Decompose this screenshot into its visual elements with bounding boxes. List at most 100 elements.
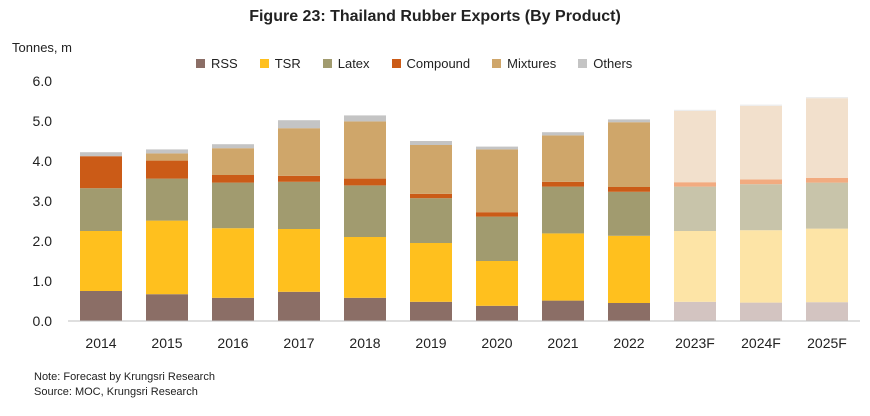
bar-segment-mixtures-2024f — [740, 105, 782, 180]
chart-title: Figure 23: Thailand Rubber Exports (By P… — [249, 8, 621, 25]
x-tick-label: 2017 — [283, 335, 314, 351]
bar-segment-tsr-2022 — [608, 235, 650, 303]
bar-segment-tsr-2024f — [740, 230, 782, 303]
legend-label-others: Others — [593, 56, 633, 71]
bar-segment-latex-2019 — [410, 198, 452, 243]
bar-segment-latex-2023f — [674, 186, 716, 231]
bar-segment-latex-2014 — [80, 188, 122, 231]
x-tick-label: 2021 — [547, 335, 578, 351]
y-tick-label: 5.0 — [33, 113, 53, 129]
x-tick-label: 2014 — [85, 335, 116, 351]
bar-segment-others-2018 — [344, 115, 386, 122]
legend-label-rss: RSS — [211, 56, 238, 71]
chart-notes: Note: Forecast by Krungsri Research Sour… — [34, 370, 215, 400]
bar-segment-compound-2015 — [146, 160, 188, 179]
bar-segment-mixtures-2016 — [212, 148, 254, 175]
x-tick-label: 2015 — [151, 335, 182, 351]
bar-segment-rss-2020 — [476, 305, 518, 321]
bar-segment-mixtures-2017 — [278, 128, 320, 176]
bar-segment-compound-2016 — [212, 175, 254, 183]
bar-segment-mixtures-2022 — [608, 122, 650, 187]
bar-segment-rss-2016 — [212, 297, 254, 321]
bar-segment-mixtures-2020 — [476, 149, 518, 213]
x-tick-label: 2025F — [807, 335, 847, 351]
bar-segment-compound-2024f — [740, 179, 782, 185]
bar-segment-others-2014 — [80, 152, 122, 157]
bar-segment-rss-2025f — [806, 302, 848, 321]
x-tick-label: 2024F — [741, 335, 781, 351]
bar-segment-compound-2020 — [476, 212, 518, 217]
x-tick-label: 2022 — [613, 335, 644, 351]
legend-swatch-rss — [196, 59, 205, 68]
legend-label-compound: Compound — [406, 56, 471, 71]
bar-segment-compound-2018 — [344, 178, 386, 186]
bar-segment-tsr-2023f — [674, 231, 716, 302]
bar-segment-latex-2018 — [344, 185, 386, 237]
bar-segment-latex-2015 — [146, 178, 188, 221]
legend-swatch-compound — [391, 59, 401, 68]
bar-segment-compound-2021 — [542, 181, 584, 187]
legend-item-compound: Compound — [391, 56, 471, 71]
bar-segment-rss-2014 — [80, 291, 122, 321]
bar-segment-others-2022 — [608, 119, 650, 123]
bar-segment-others-2024f — [740, 104, 782, 106]
y-tick-label: 0.0 — [33, 313, 53, 329]
bar-segment-others-2025f — [806, 97, 848, 99]
bar-segment-tsr-2021 — [542, 233, 584, 301]
bar-segment-latex-2017 — [278, 181, 320, 229]
bar-segment-latex-2020 — [476, 216, 518, 261]
y-tick-label: 1.0 — [33, 273, 53, 289]
bar-segment-tsr-2019 — [410, 243, 452, 302]
legend-label-tsr: TSR — [274, 56, 301, 71]
bar-segment-rss-2017 — [278, 291, 320, 321]
legend-item-latex: Latex — [322, 56, 370, 71]
x-tick-label: 2020 — [481, 335, 512, 351]
bar-segment-mixtures-2025f — [806, 98, 848, 178]
legend-swatch-latex — [322, 59, 332, 68]
legend-swatch-mixtures — [492, 59, 502, 68]
bar-segment-compound-2023f — [674, 182, 716, 187]
y-tick-label: 2.0 — [33, 233, 53, 249]
y-tick-label: 4.0 — [33, 153, 53, 169]
bar-segment-rss-2024f — [740, 302, 782, 321]
bar-segment-mixtures-2015 — [146, 153, 188, 161]
y-tick-label: 3.0 — [33, 193, 53, 209]
bar-segment-compound-2019 — [410, 193, 452, 199]
bar-segment-mixtures-2021 — [542, 135, 584, 182]
bar-segment-latex-2024f — [740, 184, 782, 231]
legend-label-latex: Latex — [337, 56, 370, 71]
forecast-note: Note: Forecast by Krungsri Research — [34, 371, 215, 383]
x-tick-label: 2023F — [675, 335, 715, 351]
bar-segment-tsr-2025f — [806, 228, 848, 303]
bar-segment-mixtures-2023f — [674, 111, 716, 183]
bar-segment-tsr-2020 — [476, 261, 518, 306]
legend-item-rss: RSS — [196, 56, 238, 71]
bar-segment-rss-2018 — [344, 297, 386, 321]
bar-segment-others-2023f — [674, 109, 716, 111]
bar-segment-others-2020 — [476, 146, 518, 150]
bar-segment-compound-2022 — [608, 187, 650, 192]
bar-segment-latex-2022 — [608, 191, 650, 236]
bar-segment-mixtures-2019 — [410, 145, 452, 194]
legend-label-mixtures: Mixtures — [507, 56, 557, 71]
chart-legend: RSS TSR Latex Compound Mixtures Others — [196, 56, 654, 71]
bar-segment-compound-2014 — [80, 156, 122, 189]
bar-segment-tsr-2014 — [80, 231, 122, 291]
legend-swatch-tsr — [259, 59, 269, 68]
bar-segment-mixtures-2018 — [344, 121, 386, 179]
bar-segment-latex-2016 — [212, 182, 254, 229]
bar-segment-others-2015 — [146, 149, 188, 154]
y-axis-label: Tonnes, m — [12, 40, 72, 55]
x-tick-label: 2018 — [349, 335, 380, 351]
y-tick-label: 6.0 — [33, 73, 53, 89]
bar-segment-others-2016 — [212, 144, 254, 149]
bar-segment-latex-2021 — [542, 186, 584, 234]
bar-segment-rss-2021 — [542, 300, 584, 321]
x-tick-label: 2016 — [217, 335, 248, 351]
bar-segment-tsr-2016 — [212, 228, 254, 298]
bar-segment-others-2017 — [278, 120, 320, 129]
legend-item-others: Others — [578, 56, 632, 71]
legend-item-tsr: TSR — [259, 56, 301, 71]
legend-swatch-others — [578, 59, 588, 68]
